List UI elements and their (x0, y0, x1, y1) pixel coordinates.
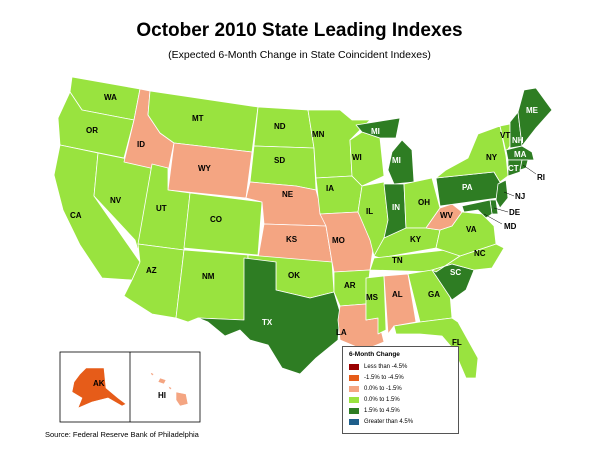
label-OK: OK (288, 271, 300, 280)
legend-swatch (349, 385, 359, 392)
legend: 6-Month Change Less than -4.5% -1.5% to … (342, 346, 459, 434)
legend-swatch (349, 374, 359, 381)
legend-label: 0.0% to -1.5% (364, 385, 402, 392)
legend-swatch (349, 396, 359, 403)
legend-item: 0.0% to 1.5% (349, 395, 400, 404)
label-leader-lines (483, 164, 537, 225)
label-NH: NH (512, 136, 524, 145)
legend-item: Less than -4.5% (349, 362, 407, 371)
state-TX[interactable] (197, 257, 341, 375)
label-AL: AL (392, 290, 403, 299)
label-NE: NE (282, 190, 294, 199)
label-SC: SC (450, 268, 461, 277)
legend-label: Greater than 4.5% (364, 418, 414, 425)
label-CA: CA (70, 211, 82, 220)
legend-item: Greater than 4.5% (349, 417, 413, 426)
legend-label: 0.0% to 1.5% (364, 396, 400, 403)
label-TX: TX (262, 318, 273, 327)
label-AK: AK (93, 379, 105, 388)
legend-title: 6-Month Change (349, 351, 400, 358)
label-WV: WV (440, 211, 454, 220)
label-UT: UT (156, 204, 167, 213)
state-NY[interactable] (435, 125, 509, 183)
label-NY: NY (486, 153, 498, 162)
label-RI: RI (537, 173, 545, 182)
label-LA: LA (336, 328, 347, 337)
label-ND: ND (274, 122, 286, 131)
legend-label: 1.5% to 4.5% (364, 407, 400, 414)
label-MO: MO (332, 236, 345, 245)
state-MA[interactable] (505, 145, 535, 161)
map-subtitle: (Expected 6-Month Change in State Coinci… (168, 49, 431, 61)
label-IN: IN (392, 203, 400, 212)
label-CT: CT (508, 164, 519, 173)
state-WV[interactable] (425, 203, 463, 231)
label-CO: CO (210, 215, 222, 224)
map-title: October 2010 State Leading Indexes (136, 20, 463, 41)
label-OH: OH (418, 198, 430, 207)
label-PA: PA (462, 183, 473, 192)
label-AZ: AZ (146, 266, 157, 275)
state-NJ[interactable] (495, 179, 509, 209)
label-KS: KS (286, 235, 298, 244)
label-WA: WA (104, 93, 117, 102)
label-MT: MT (192, 114, 204, 123)
legend-item: 0.0% to -1.5% (349, 384, 402, 393)
legend-swatch (349, 363, 359, 370)
label-OR: OR (86, 126, 98, 135)
label-VA: VA (466, 225, 477, 234)
source-note: Source: Federal Reserve Bank of Philadel… (45, 430, 199, 439)
label-ID: ID (137, 140, 145, 149)
label-HI: HI (158, 391, 166, 400)
state-HI[interactable] (149, 371, 189, 407)
label-MI-lower: MI (392, 156, 401, 165)
state-MD[interactable] (461, 199, 493, 219)
state-AK[interactable] (71, 367, 127, 409)
label-IA: IA (326, 184, 334, 193)
label-MS: MS (366, 293, 379, 302)
legend-item: 1.5% to 4.5% (349, 406, 400, 415)
label-DE: DE (509, 208, 521, 217)
state-labels: WA OR CA NV ID MT WY UT CO AZ NM ND SD N… (70, 93, 545, 400)
label-NM: NM (202, 272, 215, 281)
legend-item: -1.5% to -4.5% (349, 373, 404, 382)
label-MI: MI (371, 127, 380, 136)
legend-swatch (349, 407, 359, 414)
label-TN: TN (392, 256, 403, 265)
legend-label: -1.5% to -4.5% (364, 374, 404, 381)
state-CT[interactable] (507, 159, 523, 177)
label-KY: KY (410, 235, 422, 244)
state-NM[interactable] (175, 249, 249, 323)
state-IA[interactable] (315, 175, 363, 215)
state-FL[interactable] (393, 317, 479, 379)
label-SD: SD (274, 156, 285, 165)
label-NV: NV (110, 196, 122, 205)
label-WY: WY (198, 164, 212, 173)
label-NC: NC (474, 249, 486, 258)
label-NJ: NJ (515, 192, 525, 201)
state-CO[interactable] (183, 192, 263, 256)
label-MA: MA (514, 150, 527, 159)
label-ME: ME (526, 106, 539, 115)
label-IL: IL (366, 207, 373, 216)
state-RI[interactable] (519, 159, 529, 171)
label-MD: MD (504, 222, 517, 231)
label-FL: FL (452, 338, 462, 347)
legend-swatch (349, 418, 359, 425)
legend-label: Less than -4.5% (364, 363, 408, 370)
label-GA: GA (428, 290, 440, 299)
label-VT: VT (500, 131, 510, 140)
label-AR: AR (344, 281, 356, 290)
label-WI: WI (352, 153, 362, 162)
label-MN: MN (312, 130, 325, 139)
